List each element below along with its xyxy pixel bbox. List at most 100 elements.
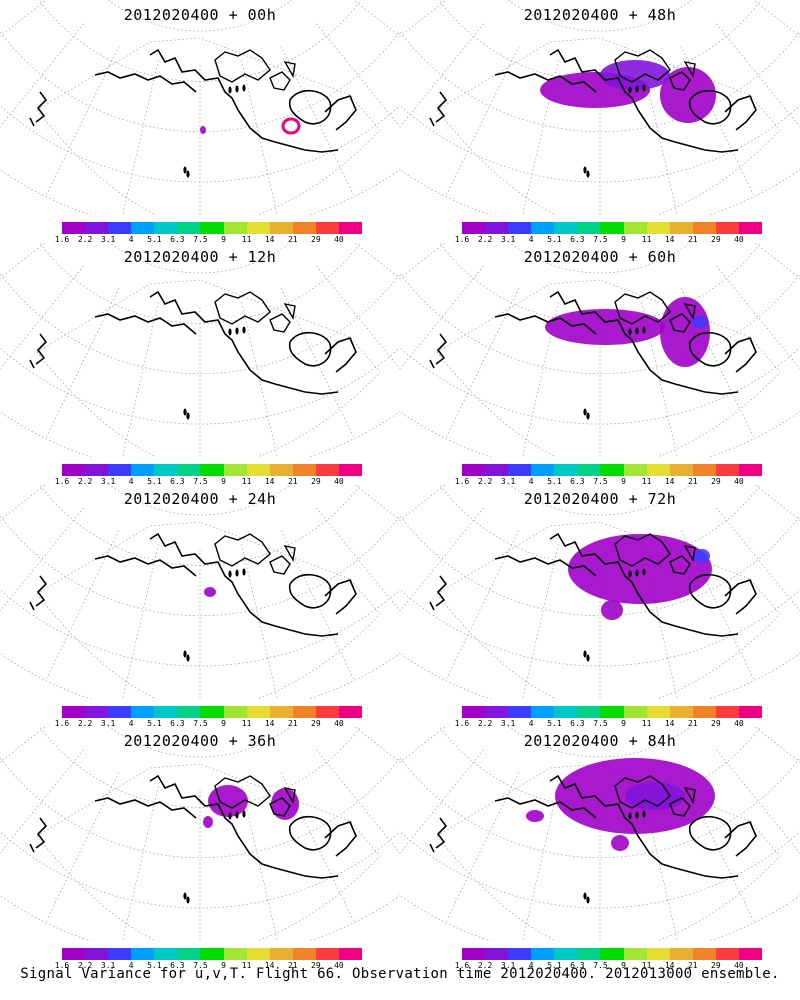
colorbar-segment — [131, 464, 155, 476]
colorbar-segment — [669, 464, 693, 476]
colorbar-segment — [292, 464, 316, 476]
colorbar-tick-label: 4 — [528, 477, 534, 486]
colorbar-tick-label: 11 — [241, 961, 252, 970]
colorbar-segment — [62, 706, 86, 718]
colorbar-tick-label: 4 — [528, 719, 534, 728]
colorbar-tick-label: 6.3 — [170, 477, 185, 486]
colorbar-tick-label: 4 — [128, 477, 134, 486]
colorbar-tick-label: 9 — [621, 719, 626, 728]
colorbar-segment — [646, 706, 670, 718]
colorbar-tick-label: 3.1 — [500, 477, 516, 486]
colorbar-segment — [531, 222, 555, 234]
polar-map — [0, 242, 400, 457]
colorbar-segment — [485, 706, 509, 718]
colorbar-segment — [508, 222, 532, 234]
colorbar-segment — [177, 948, 201, 960]
colorbar-segment — [600, 464, 624, 476]
colorbar-segment — [223, 948, 247, 960]
map-panel: 2012020400 + 36h 1.6 2.2 3.1 4 5.1 6.3 7.5 9 11 14… — [0, 726, 400, 970]
colorbar-tick-label: 6.3 — [170, 235, 185, 244]
colorbar-tick-label: 29 — [311, 961, 321, 970]
colorbar — [62, 948, 363, 960]
colorbar-tick-label: 5.1 — [547, 477, 562, 486]
coastline — [429, 48, 757, 153]
colorbar-segment — [108, 464, 132, 476]
colorbar-tick-label: 2.2 — [477, 477, 493, 486]
colorbar-tick-label: 4 — [528, 961, 534, 970]
coastline — [29, 48, 357, 153]
colorbar-segment — [154, 706, 178, 718]
panel-title: 2012020400 + 12h — [123, 248, 277, 266]
colorbar-tick-label: 2.2 — [477, 235, 493, 244]
colorbar-segment — [485, 464, 509, 476]
colorbar-segment — [62, 464, 86, 476]
colorbar-tick-label: 9 — [621, 961, 626, 970]
polar-map — [0, 726, 400, 941]
colorbar-tick-label: 11 — [641, 477, 652, 486]
arctic-islands — [214, 49, 296, 91]
colorbar-tick-label: 29 — [711, 961, 721, 970]
colorbar-tick-label: 14 — [664, 235, 675, 244]
colorbar-segment — [131, 948, 155, 960]
arctic-islands — [614, 291, 696, 333]
colorbar-segment — [292, 948, 316, 960]
colorbar-segment — [692, 706, 716, 718]
colorbar-tick-label: 29 — [311, 235, 321, 244]
colorbar-tick-label: 9 — [221, 719, 226, 728]
colorbar-tick-label: 9 — [621, 235, 626, 244]
colorbar-tick-label: 40 — [334, 235, 344, 244]
colorbar-ticks: 1.6 2.2 3.1 4 5.1 6.3 7.5 9 11 14 21 29 40 — [55, 477, 362, 487]
colorbar-segment — [508, 948, 532, 960]
colorbar-tick-label: 21 — [287, 235, 298, 244]
colorbar-tick-label: 6.3 — [170, 961, 185, 970]
colorbar-segment — [646, 222, 670, 234]
colorbar-tick-label: 21 — [687, 477, 698, 486]
colorbar-tick-label: 3.1 — [100, 719, 116, 728]
variance-region — [660, 67, 716, 123]
map-panel: 2012020400 + 60h 1.6 2.2 3.1 4 5.1 6.3 7.5 9 11 14… — [400, 242, 800, 486]
colorbar-segment — [292, 222, 316, 234]
colorbar — [462, 706, 763, 718]
colorbar-tick-label: 29 — [711, 235, 721, 244]
panel-title: 2012020400 + 84h — [523, 732, 677, 750]
colorbar-segment — [62, 948, 86, 960]
map-panel: 2012020400 + 12h 1.6 2.2 3.1 4 5.1 6.3 7.5 9 11 14… — [0, 242, 400, 487]
colorbar-segment — [715, 948, 739, 960]
variance-region — [200, 126, 206, 134]
colorbar-segment — [315, 706, 339, 718]
colorbar-tick-label: 11 — [241, 719, 252, 728]
colorbar-segment — [531, 464, 555, 476]
panel-title: 2012020400 + 24h — [123, 490, 277, 508]
map-panel: 2012020400 + 84h 1.6 2.2 3.1 4 5.1 6.3 7.5 9 11 14… — [400, 726, 800, 970]
colorbar-segment — [600, 948, 624, 960]
colorbar-segment — [269, 222, 293, 234]
colorbar-segment — [315, 948, 339, 960]
colorbar-segment — [554, 222, 578, 234]
colorbar-tick-label: 14 — [264, 719, 275, 728]
colorbar-segment — [623, 222, 647, 234]
colorbar-segment — [738, 948, 763, 960]
colorbar-segment — [577, 464, 601, 476]
colorbar-tick-label: 11 — [241, 477, 252, 486]
colorbar — [62, 706, 363, 718]
variance-region — [545, 309, 665, 345]
colorbar-segment — [200, 464, 224, 476]
colorbar-tick-label: 4 — [128, 719, 134, 728]
colorbar-segment — [462, 464, 486, 476]
colorbar-segment — [600, 222, 624, 234]
colorbar-segment — [531, 706, 555, 718]
colorbar-tick-label: 3.1 — [100, 235, 116, 244]
colorbar-segment — [131, 222, 155, 234]
variance-region — [526, 810, 544, 822]
colorbar-segment — [269, 464, 293, 476]
colorbar-ticks: 1.6 2.2 3.1 4 5.1 6.3 7.5 9 11 14 21 29 40 — [55, 719, 362, 729]
colorbar-tick-label: 2.2 — [77, 477, 93, 486]
colorbar-segment — [62, 222, 86, 234]
colorbar-segment — [623, 948, 647, 960]
arctic-islands — [214, 291, 296, 333]
panel-title: 2012020400 + 72h — [523, 490, 677, 508]
colorbar-tick-label: 29 — [711, 719, 721, 728]
coastline — [429, 290, 757, 395]
colorbar-tick-label: 2.2 — [77, 235, 93, 244]
colorbar-segment — [577, 948, 601, 960]
